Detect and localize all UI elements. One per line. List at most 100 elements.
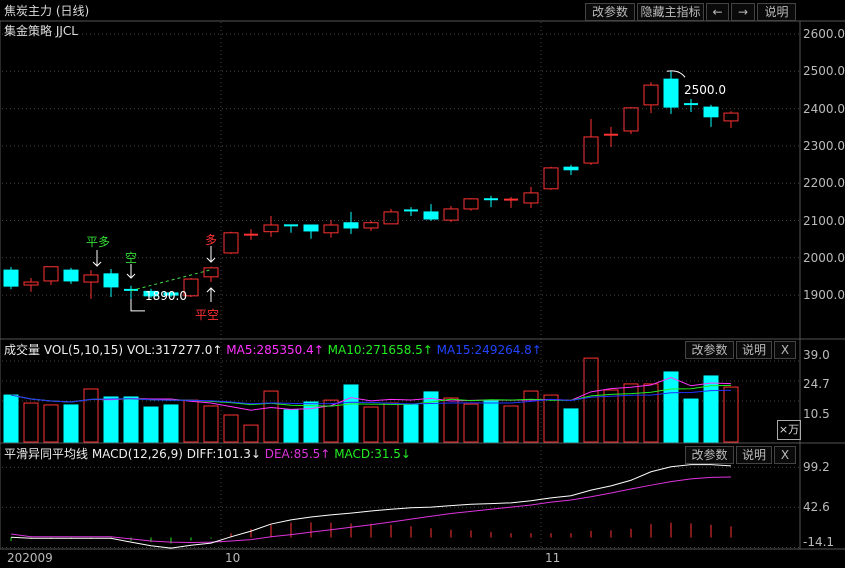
volume-bar	[263, 390, 279, 443]
candle-body	[383, 211, 399, 225]
candle-body	[263, 224, 279, 233]
signal-long: 多	[205, 233, 218, 247]
high-price-label: 2500.0	[684, 83, 726, 97]
volume-bar	[583, 357, 599, 443]
volume-bar	[103, 396, 119, 443]
volume-bar	[343, 384, 359, 443]
volume-bar	[703, 375, 719, 443]
candle-body	[623, 107, 639, 132]
candle-body	[223, 232, 239, 254]
window-title: 焦炭主力 (日线)	[4, 4, 90, 18]
candle-body	[463, 198, 479, 210]
price-tick-label: 2200.0	[803, 176, 845, 191]
volume-bar	[483, 400, 499, 443]
volume-bar	[83, 388, 99, 443]
volume-tick-label: 39.0	[803, 348, 830, 362]
volume-bar	[243, 424, 259, 443]
volume-params-button[interactable]: 改参数	[685, 341, 734, 359]
candle-body	[323, 224, 339, 234]
volume-tick-label: 24.7	[803, 377, 830, 391]
price-tick-label: 2100.0	[803, 213, 845, 228]
candle-body	[423, 211, 439, 220]
macd-value: MACD:31.5↓	[334, 447, 411, 461]
volume-bar	[123, 396, 139, 443]
diff-line	[10, 464, 732, 549]
signal-trend-line	[130, 269, 212, 292]
volume-bar	[563, 408, 579, 443]
macd-close-button[interactable]: X	[774, 446, 796, 464]
candle-body	[543, 167, 559, 190]
arrow-icon	[206, 287, 216, 293]
high-marker	[666, 70, 686, 78]
volume-bar	[63, 404, 79, 443]
candle-body	[523, 192, 539, 204]
price-tick-label: 2600.0	[803, 27, 845, 41]
candle-body	[443, 208, 459, 221]
price-tick-label: 2300.0	[803, 138, 845, 153]
volume-bar	[423, 391, 439, 443]
macd-title: 平滑异同平均线 MACD(12,26,9)	[4, 447, 183, 461]
volume-bar	[403, 404, 419, 443]
volume-ma15-line	[10, 389, 732, 405]
volume-bar	[203, 405, 219, 443]
arrow-left-icon[interactable]: ←	[706, 3, 729, 21]
help-button[interactable]: 说明	[757, 3, 796, 21]
candle-body	[203, 267, 219, 278]
signal-close-short: 平空	[195, 308, 220, 322]
macd-tick-label: -14.1	[803, 535, 835, 549]
date-tick-label: 11	[545, 551, 561, 565]
candle-body	[303, 224, 319, 232]
volume-bar	[43, 404, 59, 443]
candle-body	[663, 78, 679, 108]
volume-bar	[163, 404, 179, 443]
candle-body	[183, 278, 199, 297]
main-indicator-label: 集金策略 JJCL	[4, 24, 78, 38]
volume-header: 成交量 VOL(5,10,15) VOL:317277.0↑ MA5:28535…	[4, 342, 542, 358]
date-tick-label: 10	[225, 551, 241, 565]
ma5-value: MA5:285350.4↑	[226, 343, 324, 357]
candle-body	[63, 269, 79, 282]
date-tick-label: 202009	[7, 551, 53, 565]
volume-bar	[223, 414, 239, 443]
volume-bar	[383, 402, 399, 443]
macd-tick-label: 42.6	[803, 500, 830, 515]
params-button[interactable]: 改参数	[585, 3, 635, 21]
volume-bar	[523, 390, 539, 443]
volume-bar	[663, 371, 679, 443]
volume-bar	[283, 409, 299, 443]
price-tick-label: 2000.0	[803, 250, 845, 265]
volume-bar	[323, 399, 339, 443]
low-marker	[130, 298, 145, 312]
dea-line	[10, 476, 732, 543]
arrow-icon	[92, 261, 102, 267]
candle-body	[723, 112, 739, 122]
candle-body	[703, 106, 719, 118]
volume-bar	[3, 394, 19, 443]
volume-bar	[23, 402, 39, 443]
volume-unit-toggle[interactable]: ×万	[777, 420, 801, 440]
dea-value: DEA:85.5↑	[264, 447, 331, 461]
candle-body	[643, 84, 659, 106]
candle-body	[563, 166, 579, 171]
candle-body	[3, 269, 19, 287]
volume-tick-label: 10.5	[803, 407, 830, 421]
volume-close-button[interactable]: X	[774, 341, 796, 359]
volume-bar	[543, 394, 559, 443]
signal-short: 空	[125, 251, 138, 265]
arrow-right-icon[interactable]: →	[731, 3, 755, 21]
arrow-icon	[126, 273, 136, 279]
volume-title: 成交量 VOL(5,10,15)	[4, 343, 124, 357]
volume-bar	[443, 397, 459, 443]
macd-help-button[interactable]: 说明	[736, 446, 772, 464]
macd-params-button[interactable]: 改参数	[685, 446, 734, 464]
hide-main-indicator-button[interactable]: 隐藏主指标	[637, 3, 704, 21]
candle-body	[43, 266, 59, 282]
candle-body	[343, 222, 359, 229]
price-tick-label: 1900.0	[803, 288, 845, 303]
volume-help-button[interactable]: 说明	[736, 341, 772, 359]
vol-value: VOL:317277.0↑	[126, 343, 223, 357]
volume-bar	[683, 398, 699, 443]
volume-bar	[723, 386, 739, 443]
candle-body	[583, 136, 599, 164]
volume-bar	[363, 406, 379, 443]
